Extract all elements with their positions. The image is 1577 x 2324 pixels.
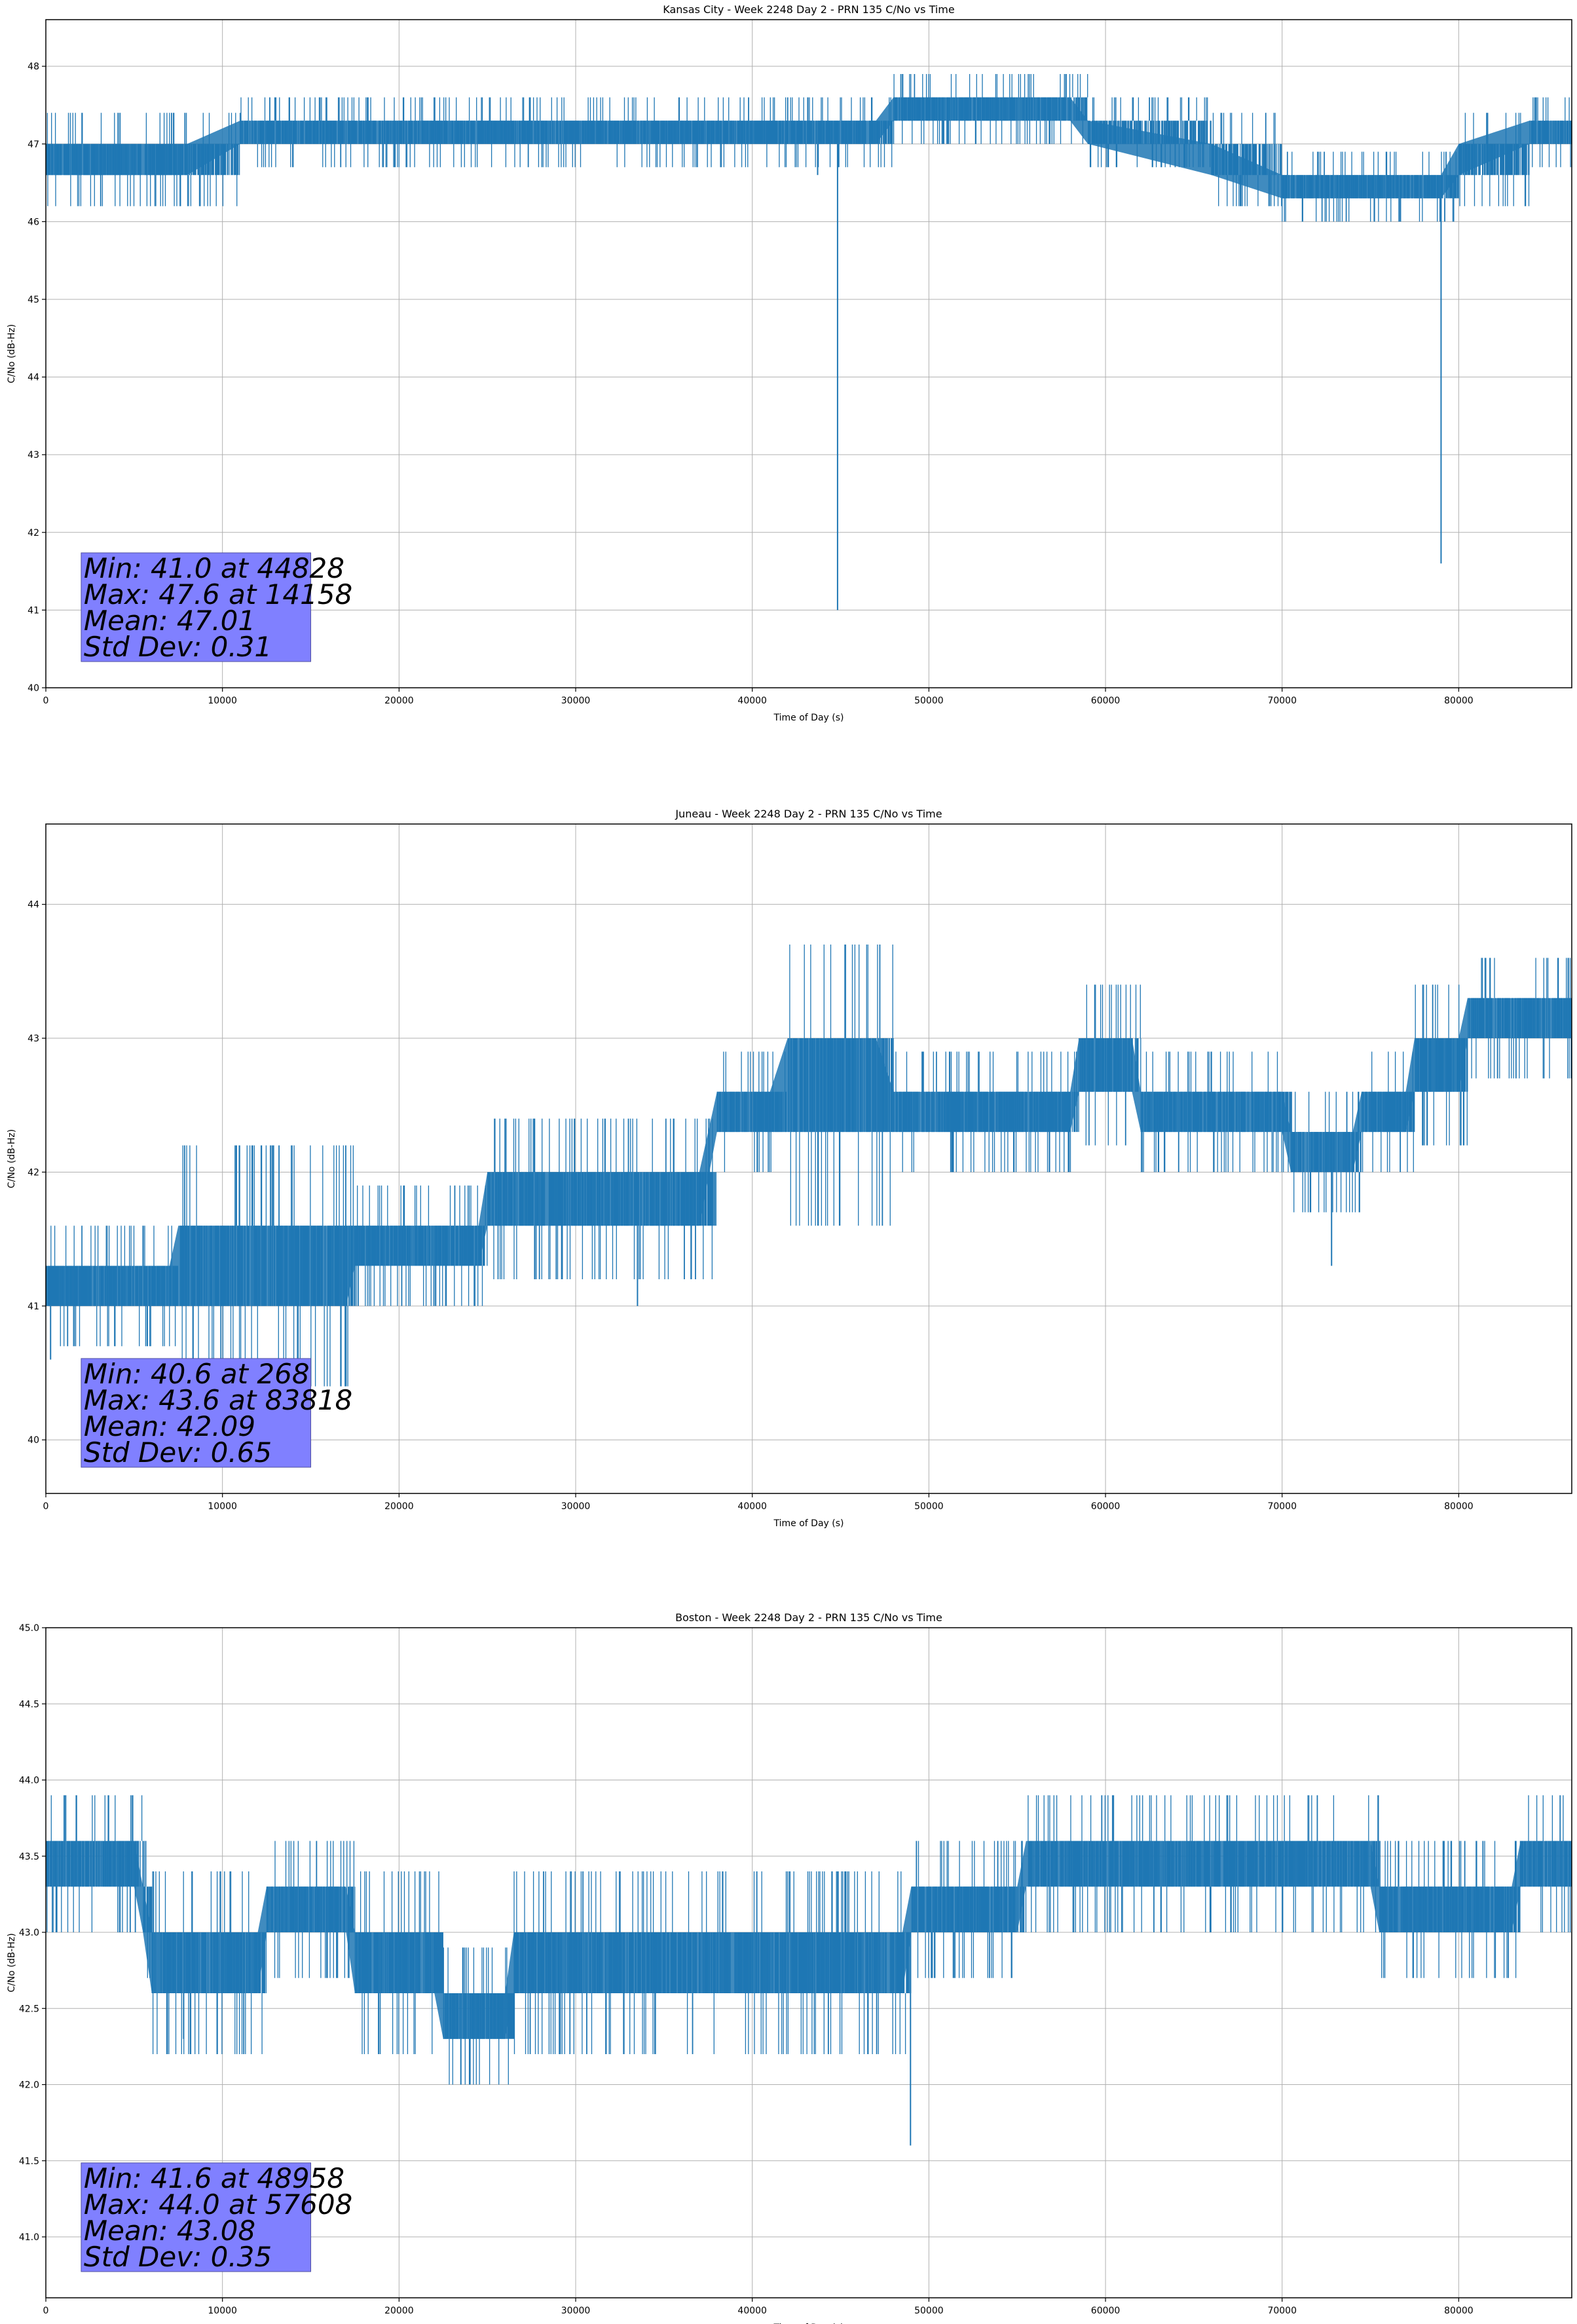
kansas-city-stats-box bbox=[81, 552, 312, 662]
kansas-city-x-tick-label: 30000 bbox=[561, 696, 591, 706]
juneau-y-tick-label: 41 bbox=[28, 1302, 39, 1312]
boston-stats-line: Min: 41.6 at 48958 bbox=[84, 2162, 344, 2194]
boston-stats-box bbox=[81, 2162, 312, 2272]
kansas-city-series-band bbox=[46, 97, 1572, 198]
kansas-city-y-tick-label: 40 bbox=[28, 683, 39, 694]
juneau-y-tick-label: 40 bbox=[28, 1435, 39, 1446]
boston-axes-frame bbox=[45, 1627, 1572, 2298]
boston-y-tick-label: 42.0 bbox=[19, 2080, 39, 2091]
kansas-city-x-tick-label: 50000 bbox=[914, 696, 944, 706]
kansas-city-y-axis-label: C/No (dB-Hz) bbox=[7, 324, 17, 383]
boston-x-tick-label: 20000 bbox=[384, 2306, 414, 2316]
juneau-x-tick-label: 50000 bbox=[914, 1501, 944, 1512]
kansas-city-y-tick-label: 46 bbox=[28, 217, 39, 227]
boston-x-tick-label: 30000 bbox=[561, 2306, 591, 2316]
kansas-city-x-axis-label: Time of Day (s) bbox=[773, 713, 844, 723]
kansas-city-y-tick-label: 42 bbox=[28, 528, 39, 538]
boston-x-tick-label: 0 bbox=[43, 2306, 49, 2316]
juneau-x-tick-label: 10000 bbox=[208, 1501, 237, 1512]
kansas-city-x-tick-label: 20000 bbox=[384, 696, 414, 706]
boston-y-tick-label: 42.5 bbox=[19, 2004, 39, 2014]
juneau-y-axis-label: C/No (dB-Hz) bbox=[7, 1129, 17, 1188]
boston-y-tick-label: 43.0 bbox=[19, 1928, 39, 1938]
juneau-y-tick-label: 42 bbox=[28, 1167, 39, 1178]
kansas-city-x-tick-label: 80000 bbox=[1444, 696, 1474, 706]
juneau-x-tick-label: 40000 bbox=[737, 1501, 767, 1512]
juneau-series-band bbox=[46, 998, 1572, 1306]
boston-y-tick-label: 45.0 bbox=[19, 1623, 39, 1634]
juneau-x-tick-label: 30000 bbox=[561, 1501, 591, 1512]
juneau-x-tick-label: 70000 bbox=[1267, 1501, 1297, 1512]
kansas-city-axes-frame bbox=[45, 19, 1572, 688]
boston-stats-line: Mean: 43.08 bbox=[84, 2215, 255, 2247]
kansas-city-x-tick-label: 70000 bbox=[1267, 696, 1297, 706]
juneau-x-tick-label: 0 bbox=[43, 1501, 49, 1512]
boston-x-tick-label: 40000 bbox=[737, 2306, 767, 2316]
boston-y-tick-label: 44.5 bbox=[19, 1699, 39, 1710]
kansas-city-chart: 0 10000 20000 30000 40000 50000 60000 70000 8000… bbox=[7, 3, 1572, 723]
boston-x-tick-label: 80000 bbox=[1444, 2306, 1474, 2316]
kansas-city-stats-line: Max: 47.6 at 14158 bbox=[84, 578, 352, 610]
boston-chart: 0 10000 20000 30000 40000 50000 60000 70000 8000… bbox=[7, 1611, 1572, 2324]
juneau-x-tick-label: 60000 bbox=[1091, 1501, 1121, 1512]
boston-x-tick-label: 50000 bbox=[914, 2306, 944, 2316]
kansas-city-y-tick-label: 48 bbox=[28, 62, 39, 72]
juneau-y-tick-label: 43 bbox=[28, 1034, 39, 1044]
juneau-y-tick-label: 44 bbox=[28, 900, 39, 910]
kansas-city-x-tick-label: 0 bbox=[43, 696, 49, 706]
juneau-stats-line: Mean: 42.09 bbox=[84, 1410, 255, 1442]
boston-y-tick-label: 41.5 bbox=[19, 2156, 39, 2167]
kansas-city-y-tick-label: 45 bbox=[28, 295, 39, 305]
boston-x-tick-label: 60000 bbox=[1091, 2306, 1121, 2316]
juneau-x-tick-label: 80000 bbox=[1444, 1501, 1474, 1512]
boston-y-tick-label: 41.0 bbox=[19, 2232, 39, 2243]
kansas-city-stats-line: Mean: 47.01 bbox=[84, 605, 255, 637]
kansas-city-y-tick-label: 43 bbox=[28, 450, 39, 460]
boston-stats-line: Max: 44.0 at 57608 bbox=[84, 2188, 352, 2221]
juneau-axes-frame bbox=[45, 823, 1572, 1494]
kansas-city-y-tick-label: 47 bbox=[28, 140, 39, 150]
kansas-city-y-tick-label: 44 bbox=[28, 373, 39, 383]
juneau-stats-box bbox=[81, 1358, 312, 1468]
juneau-chart: 0 10000 20000 30000 40000 50000 60000 70000 8000… bbox=[7, 808, 1572, 1529]
juneau-x-tick-label: 20000 bbox=[384, 1501, 414, 1512]
juneau-stats-line: Min: 40.6 at 268 bbox=[84, 1358, 310, 1390]
boston-x-tick-label: 10000 bbox=[208, 2306, 237, 2316]
juneau-stats-line: Std Dev: 0.65 bbox=[84, 1436, 272, 1469]
kansas-city-stats-line: Std Dev: 0.31 bbox=[84, 631, 272, 663]
juneau-stats-line: Max: 43.6 at 83818 bbox=[84, 1384, 352, 1416]
kansas-city-chart-title: Kansas City - Week 2248 Day 2 - PRN 135 … bbox=[663, 3, 954, 16]
kansas-city-series-line bbox=[45, 74, 1572, 222]
juneau-chart-title: Juneau - Week 2248 Day 2 - PRN 135 C/No … bbox=[675, 808, 942, 820]
boston-y-axis-label: C/No (dB-Hz) bbox=[7, 1933, 17, 1992]
juneau-x-axis-label: Time of Day (s) bbox=[773, 1518, 844, 1529]
boston-chart-title: Boston - Week 2248 Day 2 - PRN 135 C/No … bbox=[675, 1611, 942, 1624]
boston-y-tick-label: 44.0 bbox=[19, 1776, 39, 1786]
boston-y-tick-label: 43.5 bbox=[19, 1852, 39, 1862]
kansas-city-x-tick-label: 60000 bbox=[1091, 696, 1121, 706]
kansas-city-y-tick-label: 41 bbox=[28, 605, 39, 616]
boston-series-band bbox=[46, 1841, 1572, 2039]
boston-x-tick-label: 70000 bbox=[1267, 2306, 1297, 2316]
kansas-city-x-tick-label: 40000 bbox=[737, 696, 767, 706]
kansas-city-stats-line: Min: 41.0 at 44828 bbox=[84, 552, 344, 584]
kansas-city-x-tick-label: 10000 bbox=[208, 696, 237, 706]
boston-x-axis-label: Time of Day (s) bbox=[773, 2323, 844, 2324]
boston-stats-line: Std Dev: 0.35 bbox=[84, 2241, 272, 2273]
